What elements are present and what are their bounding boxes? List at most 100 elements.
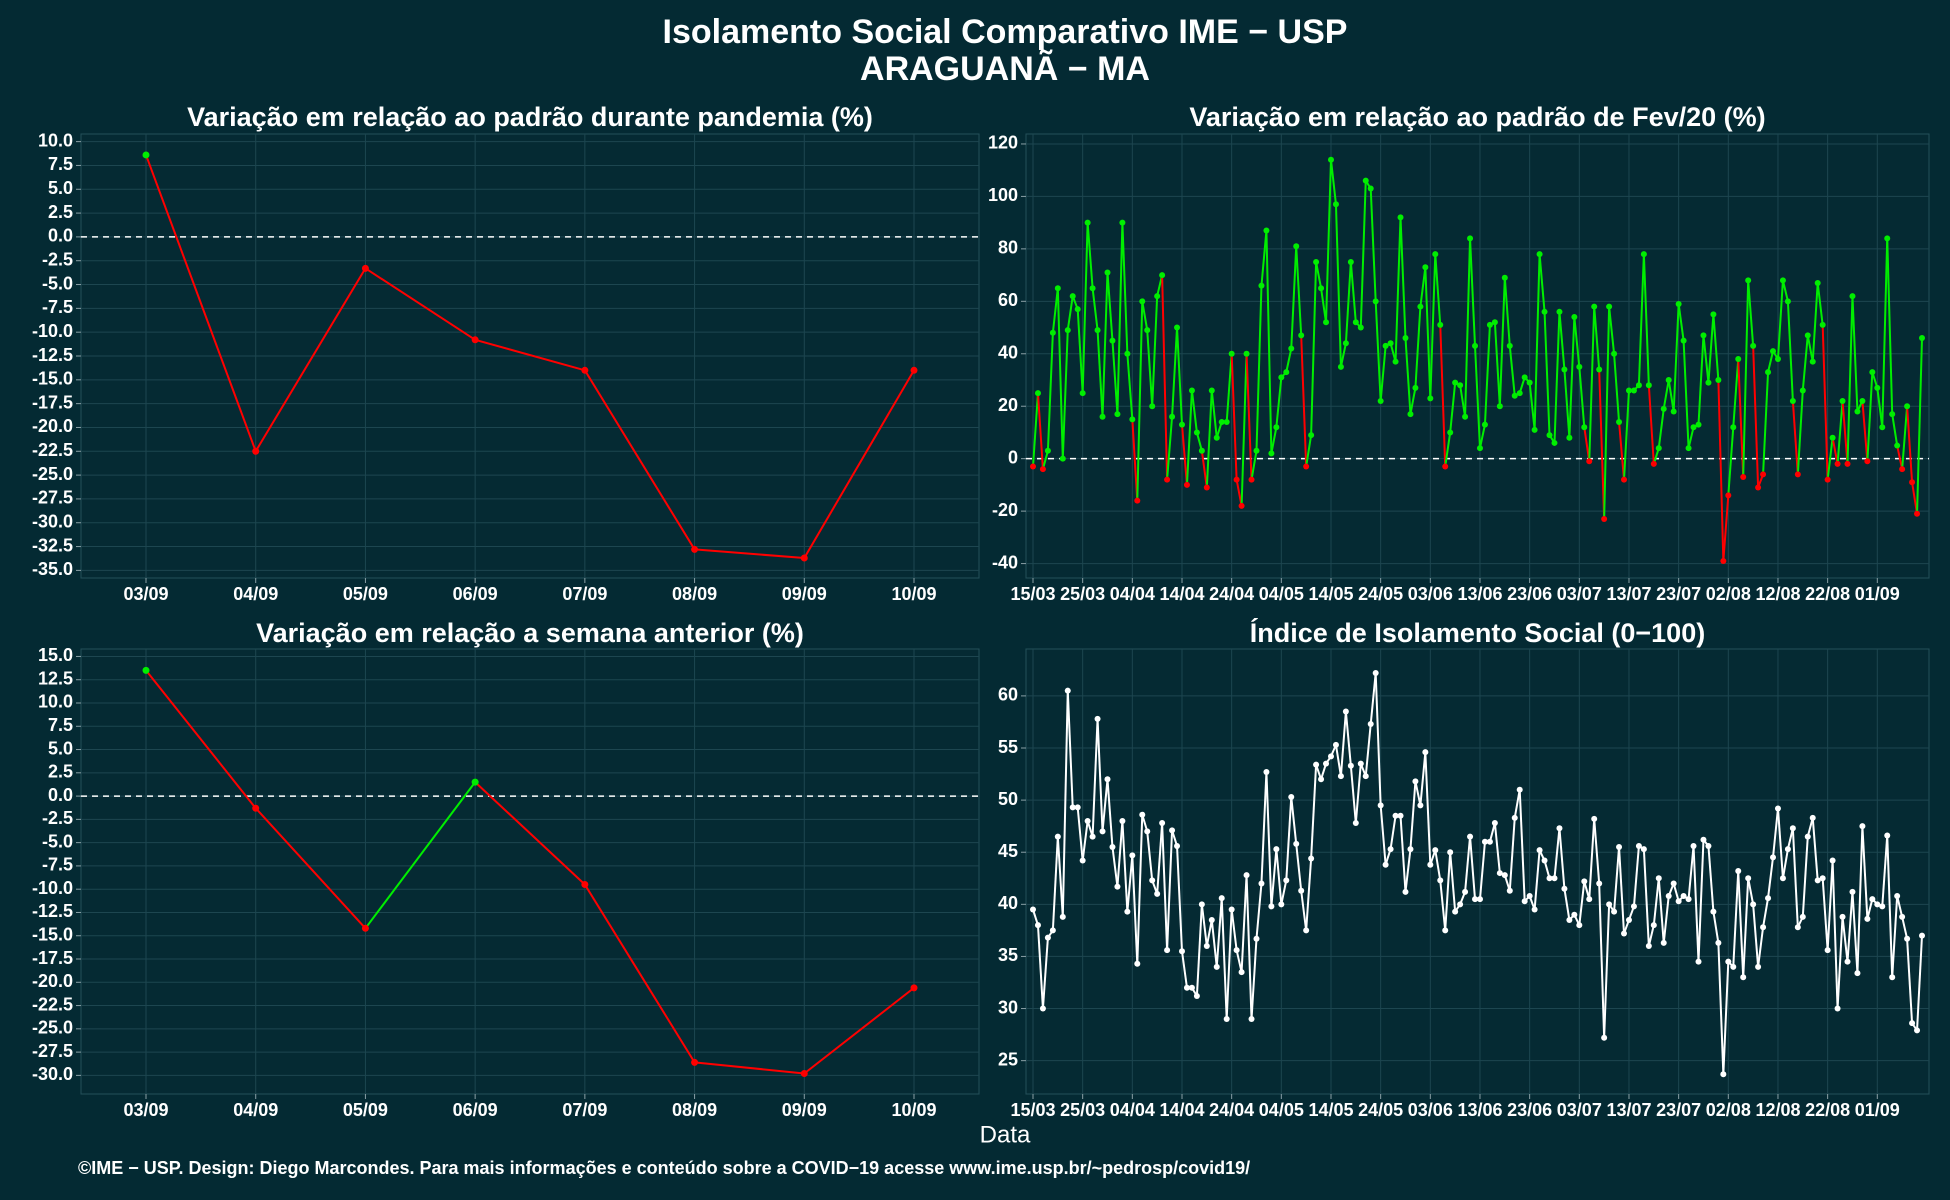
- data-point: [1894, 442, 1901, 449]
- line-segment: [1344, 261, 1352, 344]
- line-segment: [1369, 188, 1377, 302]
- line-segment: [1692, 845, 1700, 962]
- data-point: [1208, 916, 1215, 923]
- data-point: [1690, 842, 1697, 849]
- data-point: [1799, 387, 1806, 394]
- line-segment: [1891, 895, 1899, 978]
- data-point: [1392, 812, 1399, 819]
- data-point: [1546, 432, 1553, 439]
- data-point: [1442, 463, 1449, 470]
- data-point: [1248, 1015, 1255, 1022]
- data-point: [1774, 356, 1781, 363]
- data-point: [1501, 872, 1508, 879]
- data-point: [1213, 434, 1220, 441]
- data-point: [1606, 303, 1613, 310]
- line-segment: [1767, 350, 1774, 373]
- data-point: [1039, 466, 1046, 473]
- data-point: [1899, 913, 1906, 920]
- data-point: [1849, 293, 1856, 300]
- data-point: [1695, 421, 1702, 428]
- y-tick-label: 25: [998, 1049, 1018, 1069]
- data-point: [1099, 413, 1106, 420]
- data-point: [1601, 515, 1608, 522]
- y-tick-label: 20: [998, 395, 1018, 415]
- panel-title: Índice de Isolamento Social (0−100): [1250, 617, 1705, 648]
- line-segment: [1230, 909, 1238, 951]
- data-point: [1571, 314, 1578, 321]
- line-segment: [474, 781, 586, 886]
- line-segment: [1786, 828, 1794, 850]
- data-point: [1119, 817, 1126, 824]
- line-segment: [1598, 883, 1606, 1038]
- line-segment: [1488, 822, 1496, 843]
- data-point: [1616, 844, 1623, 851]
- x-tick-label: 03/09: [123, 1100, 168, 1120]
- y-tick-label: 120: [988, 133, 1018, 153]
- data-point: [1273, 846, 1280, 853]
- line-segment: [1364, 723, 1372, 777]
- line-segment: [1776, 808, 1784, 879]
- data-point: [1784, 298, 1791, 305]
- line-segment: [1265, 771, 1273, 907]
- line-segment: [584, 884, 696, 1063]
- data-point: [1566, 916, 1573, 923]
- data-point: [1323, 760, 1330, 767]
- line-segment: [1707, 314, 1715, 383]
- line-segment: [1185, 390, 1193, 485]
- line-segment: [1339, 711, 1347, 777]
- line-segment: [1250, 450, 1258, 480]
- line-segment: [1076, 309, 1084, 394]
- line-segment: [1374, 672, 1382, 806]
- data-point: [1198, 447, 1205, 454]
- data-point: [800, 1070, 808, 1078]
- line-segment: [1091, 288, 1099, 331]
- line-segment: [1816, 282, 1824, 326]
- data-point: [1735, 356, 1742, 363]
- panel-title: Variação em relação ao padrão de Fev/20 …: [1189, 102, 1765, 132]
- line-segment: [1280, 880, 1288, 905]
- line-segment: [1379, 345, 1387, 402]
- line-segment: [1195, 904, 1203, 997]
- data-point: [1059, 913, 1066, 920]
- x-tick-label: 12/08: [1755, 1100, 1800, 1120]
- data-point: [1501, 274, 1508, 281]
- line-segment: [1568, 317, 1576, 438]
- data-point: [1680, 337, 1687, 344]
- line-segment: [1349, 765, 1357, 824]
- data-point: [1645, 382, 1652, 389]
- data-point: [1367, 721, 1374, 728]
- line-segment: [1856, 826, 1864, 974]
- line-segment: [1593, 818, 1601, 884]
- y-tick-label: -20.0: [32, 971, 73, 991]
- line-segment: [1543, 860, 1551, 879]
- data-point: [1313, 258, 1320, 265]
- data-point: [1457, 382, 1464, 389]
- line-segment: [1275, 849, 1283, 905]
- data-point: [1854, 408, 1861, 415]
- line-segment: [1325, 159, 1332, 323]
- line-segment: [1896, 895, 1904, 918]
- line-segment: [1826, 437, 1834, 480]
- line-segment: [1513, 789, 1521, 819]
- data-point: [1601, 1034, 1608, 1041]
- data-point: [1680, 892, 1687, 899]
- y-tick-label: -27.5: [32, 488, 73, 508]
- line-segment: [1732, 870, 1740, 967]
- data-point: [1467, 235, 1474, 242]
- data-point: [1655, 875, 1662, 882]
- data-point: [471, 336, 479, 344]
- line-segment: [1091, 718, 1099, 837]
- line-segment: [1334, 744, 1342, 777]
- data-point: [1606, 901, 1613, 908]
- x-tick-label: 23/07: [1656, 1100, 1701, 1120]
- line-segment: [254, 807, 367, 929]
- y-tick-label: -25.0: [32, 464, 73, 484]
- line-segment: [1851, 296, 1859, 412]
- data-point: [1039, 1005, 1046, 1012]
- y-tick-label: 10.0: [38, 130, 73, 150]
- line-segment: [1255, 285, 1263, 451]
- data-point: [1387, 846, 1394, 853]
- data-point: [1665, 376, 1672, 383]
- line-segment: [1116, 222, 1124, 415]
- data-point: [1054, 285, 1061, 292]
